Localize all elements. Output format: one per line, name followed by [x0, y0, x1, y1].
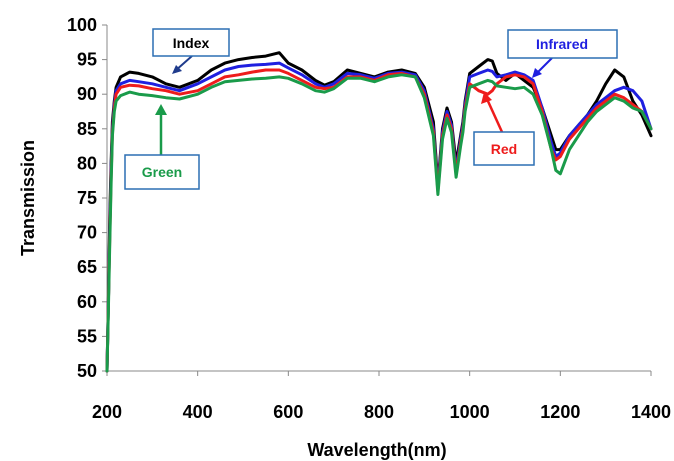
green-callout-arrowhead: [155, 104, 167, 115]
red-callout-label: Red: [491, 141, 517, 157]
series-line-index: [105, 51, 653, 373]
infrared-callout-arrowhead: [532, 68, 542, 78]
x-ticks: 200 400 600 800 1000 1200 1400: [92, 371, 671, 422]
y-tick-label-100: 100: [67, 15, 97, 35]
series-line-infrared: [105, 61, 653, 373]
x-tick-label-1200: 1200: [540, 402, 580, 422]
y-ticks: 50 55 60 65 70 75 80 85 90 95 100: [67, 15, 107, 381]
series-layer: [105, 51, 653, 373]
series-line-red: [105, 68, 653, 373]
infrared-callout: Infrared: [507, 29, 618, 78]
red-callout-arrowhead: [481, 92, 492, 104]
y-tick-label-85: 85: [77, 119, 97, 139]
y-tick-label-95: 95: [77, 50, 97, 70]
green-callout-label: Green: [142, 164, 182, 180]
green-callout-box: [124, 154, 200, 190]
y-tick-label-55: 55: [77, 326, 97, 346]
x-tick-label-1000: 1000: [450, 402, 490, 422]
index-callout: Index: [152, 28, 230, 74]
y-tick-label-60: 60: [77, 292, 97, 312]
y-tick-label-75: 75: [77, 188, 97, 208]
x-tick-label-800: 800: [364, 402, 394, 422]
red-callout-box: [473, 131, 535, 166]
x-tick-label-400: 400: [183, 402, 213, 422]
infrared-callout-box: [507, 29, 618, 59]
y-tick-label-90: 90: [77, 84, 97, 104]
y-tick-label-80: 80: [77, 153, 97, 173]
red-callout-arrow: [485, 98, 504, 133]
index-callout-box: [152, 28, 230, 57]
x-axis-title: Wavelength(nm): [307, 440, 446, 460]
y-tick-label-65: 65: [77, 257, 97, 277]
red-callout: Red: [473, 92, 535, 166]
green-callout: Green: [124, 104, 200, 190]
index-callout-arrowhead: [172, 65, 182, 74]
y-axis-title: Transmission: [18, 140, 38, 256]
x-tick-label-200: 200: [92, 402, 122, 422]
infrared-callout-label: Infrared: [536, 36, 588, 52]
series-line-green: [105, 73, 653, 373]
x-tick-label-1400: 1400: [631, 402, 671, 422]
index-callout-label: Index: [173, 35, 210, 51]
y-tick-label-70: 70: [77, 223, 97, 243]
x-tick-label-600: 600: [273, 402, 303, 422]
y-tick-label-50: 50: [77, 361, 97, 381]
